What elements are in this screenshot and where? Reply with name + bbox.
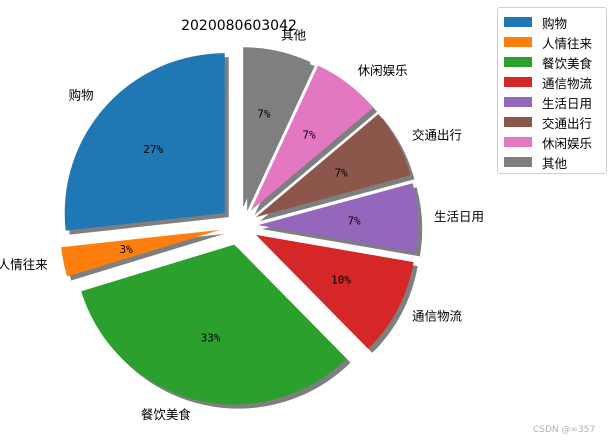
labels: 27% 购物 3% 人情往来 33% 餐饮美食 10% 通信物流 7% 生活日用 7% 交通出行 7% 休…: [0, 27, 484, 422]
pie-slice-6: [256, 114, 411, 218]
legend: 购物人情往来餐饮美食通信物流生活日用交通出行休闲娱乐其他: [497, 7, 607, 174]
slice-category-label: 休闲娱乐: [358, 63, 408, 78]
pie-slice-8: [243, 47, 311, 208]
slice-category-label: 交通出行: [412, 127, 462, 142]
slice-category-label: 人情往来: [0, 257, 48, 272]
slice-value-label: 3%: [120, 243, 134, 256]
slice-value-label: 33%: [201, 332, 221, 345]
slices: [61, 47, 419, 405]
legend-label: 其他: [542, 155, 568, 171]
slice-category-label: 餐饮美食: [141, 407, 192, 422]
legend-swatch: [504, 57, 532, 67]
legend-label: 餐饮美食: [542, 55, 593, 71]
legend-item: 生活日用: [504, 92, 606, 112]
slice-category-label: 生活日用: [434, 209, 484, 224]
legend-label: 休闲娱乐: [542, 135, 593, 151]
pie-slice-3: [81, 244, 347, 405]
legend-swatch: [504, 17, 532, 27]
slice-value-label: 7%: [257, 108, 271, 121]
legend-label: 购物: [542, 15, 568, 31]
legend-item: 其他: [504, 152, 606, 172]
slice-category-label: 购物: [69, 88, 94, 103]
slice-category-label: 其他: [281, 27, 307, 42]
legend-item: 人情往来: [504, 32, 606, 52]
watermark: CSDN @∞357: [533, 425, 596, 435]
chart-title: 2020080603042: [181, 18, 297, 34]
legend-item: 休闲娱乐: [504, 132, 606, 152]
legend-label: 交通出行: [542, 115, 593, 131]
pie-slice-4: [256, 234, 414, 349]
legend-item: 交通出行: [504, 112, 606, 132]
legend-swatch: [504, 97, 532, 107]
slice-shadow: [65, 233, 225, 281]
legend-label: 生活日用: [542, 95, 593, 111]
pie-slice-7: [250, 65, 374, 211]
legend-item: 餐饮美食: [504, 52, 606, 72]
legend-label: 通信物流: [542, 75, 593, 91]
legend-swatch: [504, 37, 532, 47]
slice-category-label: 通信物流: [412, 309, 463, 324]
legend-swatch: [504, 77, 532, 87]
legend-swatch: [504, 157, 532, 167]
legend-item: 通信物流: [504, 72, 606, 92]
slice-value-label: 7%: [302, 129, 316, 142]
pie-slice-2: [61, 229, 221, 277]
legend-swatch: [504, 117, 532, 127]
slice-value-label: 7%: [347, 215, 361, 228]
legend-label: 人情往来: [542, 35, 593, 51]
slice-value-label: 7%: [334, 167, 348, 180]
pie-slice-1: [64, 53, 225, 231]
legend-swatch: [504, 137, 532, 147]
legend-item: 购物: [504, 12, 606, 32]
slice-value-label: 27%: [143, 143, 163, 156]
pie-slice-5: [258, 183, 419, 253]
slice-value-label: 10%: [331, 273, 351, 286]
